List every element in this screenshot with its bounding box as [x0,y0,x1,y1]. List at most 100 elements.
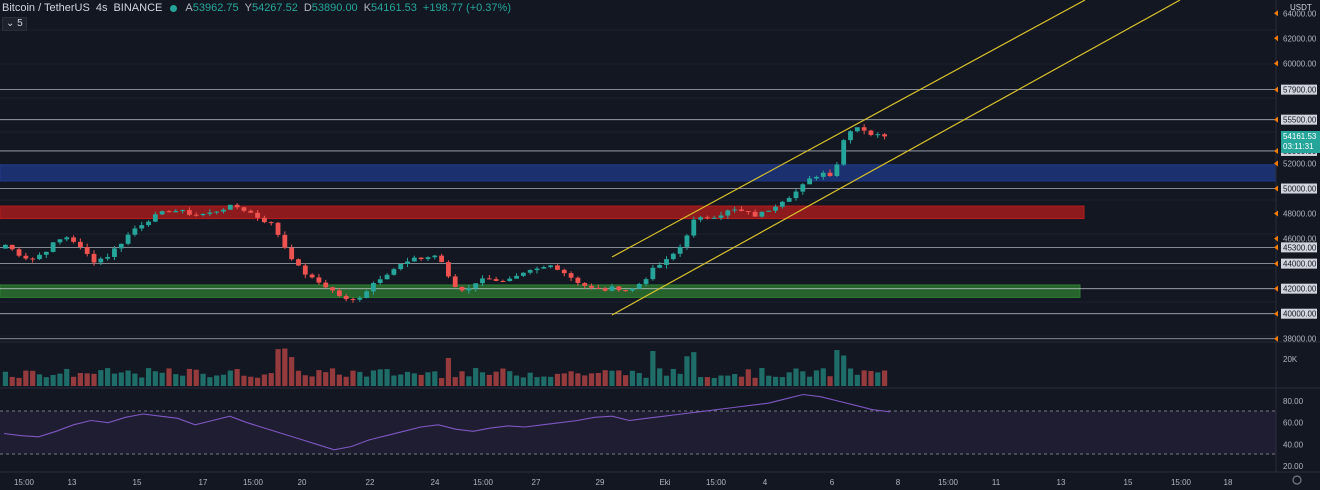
candle-body[interactable] [664,259,669,265]
candle-body[interactable] [582,283,588,286]
candle-body[interactable] [357,297,363,300]
candle-body[interactable] [84,247,90,254]
zone-blue[interactable] [0,164,1277,182]
candle-body[interactable] [480,278,485,284]
candle-body[interactable] [882,134,887,137]
candle-body[interactable] [725,210,731,216]
candle-body[interactable] [261,217,267,223]
candle-body[interactable] [77,241,83,248]
candle-body[interactable] [9,244,15,250]
candle-body[interactable] [64,237,70,240]
candle-body[interactable] [636,283,642,289]
candle-body[interactable] [296,259,301,266]
time-axis-tick[interactable]: 24 [431,478,440,487]
candle-body[interactable] [711,217,717,219]
alert-marker-icon[interactable] [1274,147,1278,154]
time-axis-tick[interactable]: 8 [896,478,901,487]
candle-body[interactable] [309,274,315,278]
candle-body[interactable] [330,287,335,291]
candle-body[interactable] [623,290,629,292]
candle-body[interactable] [30,258,36,260]
candle-body[interactable] [425,257,431,260]
candle-body[interactable] [786,198,792,202]
candle-body[interactable] [350,299,356,301]
candle-body[interactable] [643,279,649,284]
candle-body[interactable] [595,287,601,289]
time-axis-tick[interactable]: 11 [992,478,1001,487]
candle-body[interactable] [71,237,76,242]
candle-body[interactable] [23,255,29,259]
candle-body[interactable] [371,282,376,292]
time-axis-tick[interactable]: 15:00 [243,478,264,487]
candle-body[interactable] [3,244,8,249]
candle-body[interactable] [180,210,186,212]
candle-body[interactable] [268,222,274,224]
candle-body[interactable] [814,176,819,179]
candle-body[interactable] [698,217,703,220]
time-axis-tick[interactable]: 22 [366,478,375,487]
candle-body[interactable] [275,222,281,235]
candle-body[interactable] [854,127,860,132]
time-axis-tick[interactable]: 15:00 [14,478,35,487]
candle-body[interactable] [132,228,138,235]
time-axis-tick[interactable]: 15:00 [938,478,959,487]
candle-body[interactable] [316,277,322,283]
candle-body[interactable] [91,253,97,263]
candle-body[interactable] [670,253,676,260]
candle-body[interactable] [411,257,417,262]
candle-body[interactable] [112,248,117,257]
candle-body[interactable] [37,254,42,260]
alert-marker-icon[interactable] [1274,185,1278,192]
candle-body[interactable] [302,265,308,275]
candle-body[interactable] [282,234,288,248]
candle-body[interactable] [548,265,554,268]
zone-green[interactable] [0,284,1081,298]
candle-body[interactable] [541,267,547,269]
candle-body[interactable] [193,214,199,216]
candle-body[interactable] [377,279,383,283]
time-axis-tick[interactable]: 15 [133,478,142,487]
alert-marker-icon[interactable] [1274,285,1278,292]
candle-body[interactable] [323,282,329,288]
time-axis-tick[interactable]: 13 [68,478,77,487]
time-axis-tick[interactable]: 20 [298,478,307,487]
candle-body[interactable] [159,211,165,215]
candle-body[interactable] [207,212,213,214]
candle-body[interactable] [343,295,349,300]
alert-marker-icon[interactable] [1274,160,1278,167]
candle-body[interactable] [575,277,581,284]
candle-body[interactable] [807,178,813,185]
candle-body[interactable] [861,127,867,131]
candle-body[interactable] [152,214,158,222]
time-axis-tick[interactable]: 13 [1057,478,1066,487]
candle-body[interactable] [391,269,397,275]
candle-body[interactable] [704,217,710,219]
candle-body[interactable] [766,210,772,212]
candle-body[interactable] [773,206,778,211]
candle-body[interactable] [793,191,799,199]
candle-body[interactable] [500,280,506,282]
candle-body[interactable] [57,239,63,243]
candle-body[interactable] [439,255,444,263]
candle-body[interactable] [466,288,472,291]
candle-body[interactable] [834,164,840,177]
alert-marker-icon[interactable] [1274,310,1278,317]
candle-body[interactable] [779,201,785,207]
candle-body[interactable] [125,234,131,244]
candle-body[interactable] [50,242,56,252]
candle-body[interactable] [520,272,526,276]
candle-body[interactable] [493,279,499,281]
candle-body[interactable] [146,221,151,226]
price-axis-unit[interactable]: USDT [1290,3,1312,12]
candle-body[interactable] [166,211,172,213]
candle-body[interactable] [459,287,465,291]
time-axis-tick[interactable]: 6 [830,478,835,487]
candle-body[interactable] [227,204,233,210]
candle-body[interactable] [684,235,690,247]
time-axis-tick[interactable]: Eki [659,478,670,487]
time-axis-tick[interactable]: 15:00 [473,478,494,487]
candle-body[interactable] [534,268,540,271]
candle-body[interactable] [800,184,806,192]
alert-marker-icon[interactable] [1274,235,1278,242]
